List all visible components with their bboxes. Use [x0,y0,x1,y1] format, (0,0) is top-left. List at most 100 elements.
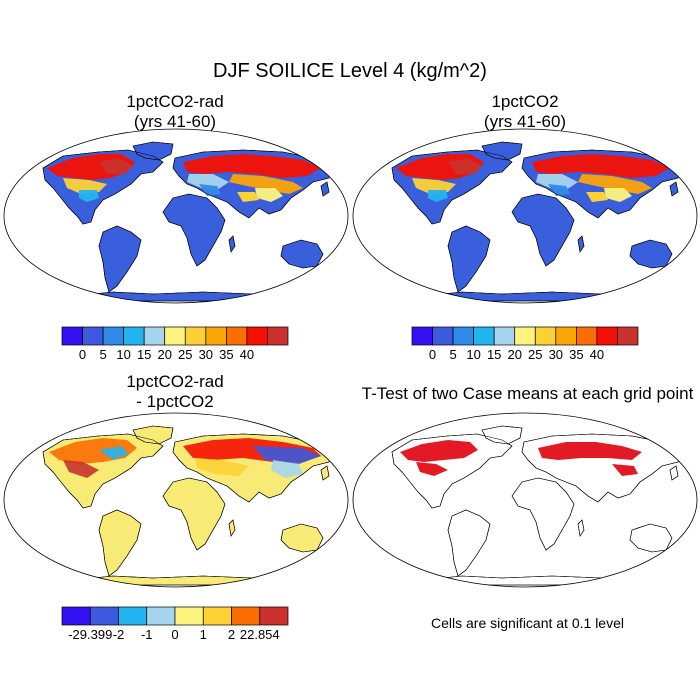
coastline-africa [511,193,575,267]
significant-region [416,462,448,476]
field-region-tibet [237,192,259,202]
panel-title-line: - 1pctCO2 [136,392,214,411]
colorbar-tick-label: 20 [157,347,172,362]
colorbar-tick-label: 30 [548,347,564,362]
colorbar-swatch [184,326,207,346]
colorbar-swatch [61,606,91,626]
panel-title-bottom-right: T-Test of two Case means at each grid po… [355,384,700,404]
colorbar-tick-label: 20 [507,347,522,362]
field-region [229,174,303,194]
colorbar-swatch [174,606,204,626]
significance-note: Cells are significant at 0.1 level [431,615,624,631]
colorbar-swatch [102,326,124,346]
colorbar-tick-label: 10 [116,347,131,362]
diff-region [63,460,99,478]
colorbar-tick-label: 35 [569,347,584,362]
coastline-greenland [132,425,174,445]
colorbar-tick-label: 40 [589,347,605,362]
map-border [352,128,698,304]
colorbar-swatch [123,326,145,346]
field-region [532,154,670,178]
colorbar-tick-label: 10 [466,347,481,362]
panel-title-line: (yrs 41-60) [483,112,567,131]
coastline-greenland [481,425,523,445]
coastline-south-america [98,509,142,577]
colorbar-swatch [493,326,516,346]
coastline-north-america [391,433,513,509]
colorbar-swatch [432,326,454,346]
colorbar-swatch [452,326,474,346]
panel-title-top-left: 1pctCO2-rad (yrs 41-60) [60,92,290,132]
coastline-madagascar [228,519,236,537]
colorbar-swatch [576,326,598,346]
colorbar-swatch [411,326,433,346]
continent-antarctica [421,291,643,302]
significant-region [612,464,638,476]
coastline-japan [669,181,679,197]
significant-region [400,440,478,462]
continent-antarctica [72,291,294,302]
map-panel-bottom-right [352,412,698,588]
field-region [536,174,578,190]
coastline-north-america [42,433,164,509]
panel-title-line: (yrs 41-60) [133,112,217,131]
panel-title-line: T-Test of two Case means at each grid po… [361,384,694,403]
colorbar-tick-label: 0 [171,627,179,642]
coastline-africa [511,477,575,551]
colorbar-tick-label: 0 [78,347,87,362]
figure-title: DJF SOILICE Level 4 (kg/m^2) [213,60,487,82]
colorbar-tick-label: 15 [136,347,152,362]
colorbar-swatch [617,326,639,346]
colorbar-labels-top-right: 0 5 10 15 20 25 30 35 40 [412,347,638,363]
panel-title-top-right: 1pctCO2 (yrs 41-60) [410,92,640,132]
coastline-greenland [481,141,523,161]
field-region [604,188,632,202]
colorbar-swatch [596,326,618,346]
panel-title-line: 1pctCO2 [491,92,559,111]
continent-antarctica [421,575,643,586]
colorbar-swatch [118,606,148,626]
colorbar-tick-label: -29.399 [68,627,113,642]
colorbar-tick-label: 30 [198,347,214,362]
map-border [352,412,698,588]
coastline-greenland [132,141,174,161]
colorbar-swatch [202,606,232,626]
coastline-japan [320,181,330,197]
colorbar-swatch [259,606,289,626]
colorbar-swatch [164,326,186,346]
coastline-south-america [447,509,491,577]
field-region [428,190,448,202]
coastline-madagascar [577,235,585,253]
colorbar-tick-label: 15 [486,347,502,362]
field-region [548,184,570,196]
colorbar-swatch [82,326,104,346]
field-region [79,190,99,202]
colorbar-swatch [246,326,268,346]
panel-title-bottom-left: 1pctCO2-rad - 1pctCO2 [60,372,290,412]
colorbar-swatch [205,326,227,346]
colorbar-tick-label: 40 [239,347,255,362]
map-land-layer [391,141,683,302]
map-land-layer [391,425,683,586]
colorbar-swatch [267,326,289,346]
coastline-madagascar [228,235,236,253]
map-panel-top-right [352,128,698,304]
coastline-africa [162,193,226,267]
map-panel-top-left [3,128,349,304]
colorbar-tick-label: -2 [112,627,125,642]
colorbar-labels-bottom-left: -29.399 -2 -1 0 1 2 22.854 [62,627,288,643]
diff-region [253,446,321,464]
field-region [255,188,283,202]
continent-antarctica [72,575,294,586]
field-region [199,184,221,196]
field-region [183,154,321,178]
diff-region [195,458,249,476]
significant-region [538,442,642,460]
colorbar-tick-label: 25 [528,347,543,362]
coastline-madagascar [577,519,585,537]
colorbar-tick-label: 2 [227,627,236,642]
coastline-north-america [391,149,513,225]
colorbar-tick-label: 5 [449,347,457,362]
colorbar-tick-label: 35 [219,347,234,362]
colorbar-tick-label: 0 [428,347,437,362]
